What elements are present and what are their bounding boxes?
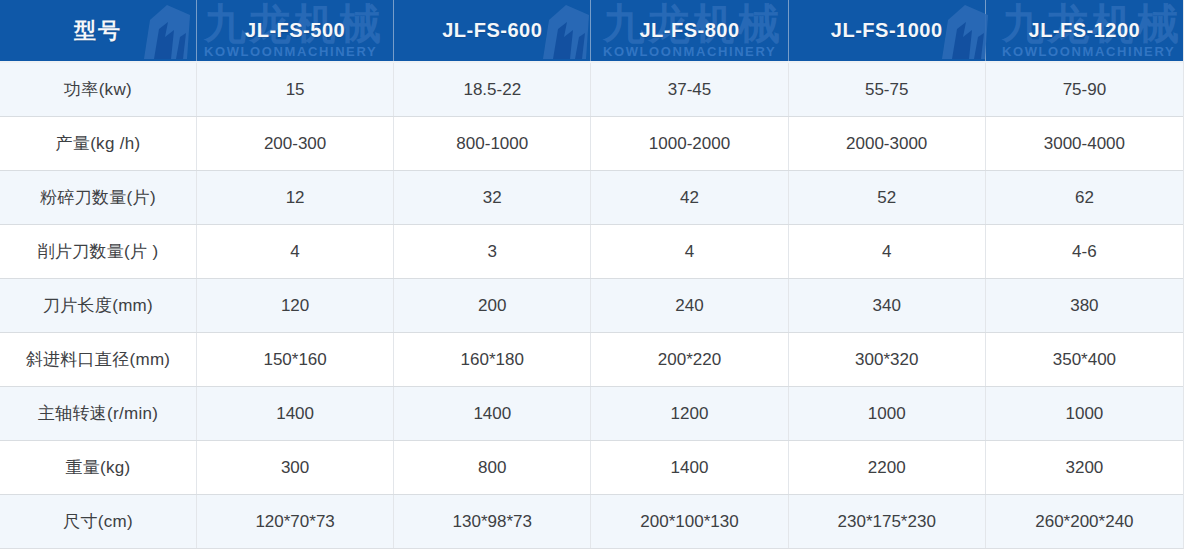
- spec-cell: 62: [986, 171, 1183, 224]
- spec-table-page: 九龙机械 KOWLOONMACHINERY 九龙机械 KOWLOONMACHIN…: [0, 0, 1190, 550]
- table-row-crushing-blades: 粉碎刀数量(片) 12 32 42 52 62: [0, 171, 1183, 225]
- spec-cell: 18.5-22: [394, 63, 591, 116]
- column-header-jl-fs-800: JL-FS-800: [591, 0, 788, 61]
- spec-cell: 120: [197, 279, 394, 332]
- spec-cell: 130*98*73: [394, 495, 591, 548]
- spec-cell: 800-1000: [394, 117, 591, 170]
- spec-cell: 160*180: [394, 333, 591, 386]
- spec-cell: 200*100*130: [591, 495, 788, 548]
- table-row-power: 功率(kw) 15 18.5-22 37-45 55-75 75-90: [0, 63, 1183, 117]
- row-label: 主轴转速(r/min): [0, 387, 197, 440]
- row-label: 刀片长度(mm): [0, 279, 197, 332]
- table-row-output: 产量(kg /h) 200-300 800-1000 1000-2000 200…: [0, 117, 1183, 171]
- spec-cell: 300: [197, 441, 394, 494]
- spec-cell: 200: [394, 279, 591, 332]
- spec-cell: 3: [394, 225, 591, 278]
- spec-cell: 340: [789, 279, 986, 332]
- spec-cell: 2200: [789, 441, 986, 494]
- spec-cell: 1000: [986, 387, 1183, 440]
- spec-cell: 4: [591, 225, 788, 278]
- model-label-text: 型号: [74, 16, 122, 46]
- row-label: 斜进料口直径(mm): [0, 333, 197, 386]
- spec-cell: 300*320: [789, 333, 986, 386]
- row-label: 重量(kg): [0, 441, 197, 494]
- model-name-text: JL-FS-800: [639, 19, 739, 42]
- model-name-text: JL-FS-500: [245, 19, 345, 42]
- spec-cell: 12: [197, 171, 394, 224]
- spec-cell: 800: [394, 441, 591, 494]
- spec-cell: 15: [197, 63, 394, 116]
- spec-cell: 1200: [591, 387, 788, 440]
- row-label: 尺寸(cm): [0, 495, 197, 548]
- column-header-jl-fs-500: JL-FS-500: [197, 0, 394, 61]
- row-label: 功率(kw): [0, 63, 197, 116]
- spec-cell: 1400: [197, 387, 394, 440]
- spec-cell: 2000-3000: [789, 117, 986, 170]
- row-label: 削片刀数量(片 ): [0, 225, 197, 278]
- column-header-jl-fs-1000: JL-FS-1000: [789, 0, 986, 61]
- spec-cell: 75-90: [986, 63, 1183, 116]
- table-row-blade-length: 刀片长度(mm) 120 200 240 340 380: [0, 279, 1183, 333]
- spec-cell: 4: [197, 225, 394, 278]
- table-row-weight: 重量(kg) 300 800 1400 2200 3200: [0, 441, 1183, 495]
- table-row-chipping-blades: 削片刀数量(片 ) 4 3 4 4 4-6: [0, 225, 1183, 279]
- column-header-jl-fs-600: JL-FS-600: [394, 0, 591, 61]
- spec-cell: 42: [591, 171, 788, 224]
- spec-cell: 32: [394, 171, 591, 224]
- spec-cell: 1000-2000: [591, 117, 788, 170]
- spec-cell: 230*175*230: [789, 495, 986, 548]
- model-name-text: JL-FS-1200: [1029, 19, 1141, 42]
- spec-cell: 3200: [986, 441, 1183, 494]
- spec-cell: 260*200*240: [986, 495, 1183, 548]
- model-name-text: JL-FS-600: [442, 19, 542, 42]
- model-name-text: JL-FS-1000: [831, 19, 943, 42]
- spec-cell: 200-300: [197, 117, 394, 170]
- spec-cell: 350*400: [986, 333, 1183, 386]
- spec-cell: 52: [789, 171, 986, 224]
- table-row-spindle-speed: 主轴转速(r/min) 1400 1400 1200 1000 1000: [0, 387, 1183, 441]
- spec-cell: 4-6: [986, 225, 1183, 278]
- spec-cell: 1400: [591, 441, 788, 494]
- spec-cell: 240: [591, 279, 788, 332]
- table-header-row: 九龙机械 KOWLOONMACHINERY 九龙机械 KOWLOONMACHIN…: [0, 0, 1183, 63]
- column-header-jl-fs-1200: JL-FS-1200: [986, 0, 1183, 61]
- row-label: 粉碎刀数量(片): [0, 171, 197, 224]
- table-row-inlet-diameter: 斜进料口直径(mm) 150*160 160*180 200*220 300*3…: [0, 333, 1183, 387]
- spec-cell: 3000-4000: [986, 117, 1183, 170]
- table-row-dimensions: 尺寸(cm) 120*70*73 130*98*73 200*100*130 2…: [0, 495, 1183, 548]
- row-label: 产量(kg /h): [0, 117, 197, 170]
- spec-cell: 4: [789, 225, 986, 278]
- spec-cell: 37-45: [591, 63, 788, 116]
- spec-cell: 55-75: [789, 63, 986, 116]
- spec-cell: 1400: [394, 387, 591, 440]
- spec-cell: 200*220: [591, 333, 788, 386]
- spec-cell: 1000: [789, 387, 986, 440]
- column-header-model-label: 型号: [0, 0, 197, 61]
- spec-cell: 120*70*73: [197, 495, 394, 548]
- spec-cell: 150*160: [197, 333, 394, 386]
- machine-spec-table: 九龙机械 KOWLOONMACHINERY 九龙机械 KOWLOONMACHIN…: [0, 0, 1184, 549]
- spec-cell: 380: [986, 279, 1183, 332]
